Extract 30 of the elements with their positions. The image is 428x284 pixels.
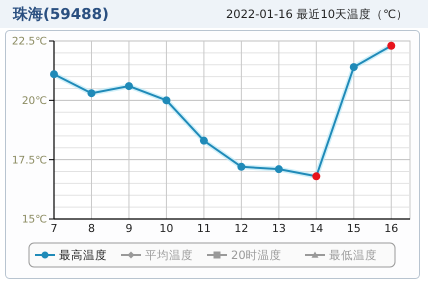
point <box>350 63 358 72</box>
point <box>87 89 96 98</box>
x-tick-label: 15 <box>346 222 361 235</box>
point <box>387 42 396 50</box>
x-tick-label: 12 <box>234 222 248 235</box>
x-tick-label: 7 <box>50 222 58 235</box>
point <box>200 136 208 145</box>
point <box>162 96 170 104</box>
y-tick-label: 20℃ <box>22 95 48 108</box>
x-tick-label: 16 <box>384 222 398 235</box>
x-tick-label: 11 <box>196 222 211 235</box>
point <box>312 172 320 180</box>
legend-label: 最高温度 <box>59 248 107 262</box>
x-tick-label: 8 <box>88 222 95 235</box>
legend-label: 20时温度 <box>231 248 282 262</box>
y-tick-label: 17.5℃ <box>12 154 48 166</box>
x-tick-label: 10 <box>159 222 174 235</box>
point <box>124 82 133 90</box>
point <box>50 70 58 78</box>
x-tick-label: 13 <box>272 222 286 235</box>
legend-label: 最低温度 <box>329 248 377 262</box>
legend-label: 平均温度 <box>145 248 193 262</box>
point <box>274 165 283 174</box>
y-tick-label: 22.5℃ <box>12 36 48 48</box>
x-tick-label: 9 <box>125 222 132 235</box>
point <box>237 162 246 171</box>
x-tick-label: 14 <box>309 222 324 235</box>
chart-title: 珠海(59488) <box>12 5 109 23</box>
y-tick-label: 15℃ <box>22 214 48 226</box>
chart-subtitle: 2022-01-16 最近10天温度（℃） <box>226 7 408 21</box>
